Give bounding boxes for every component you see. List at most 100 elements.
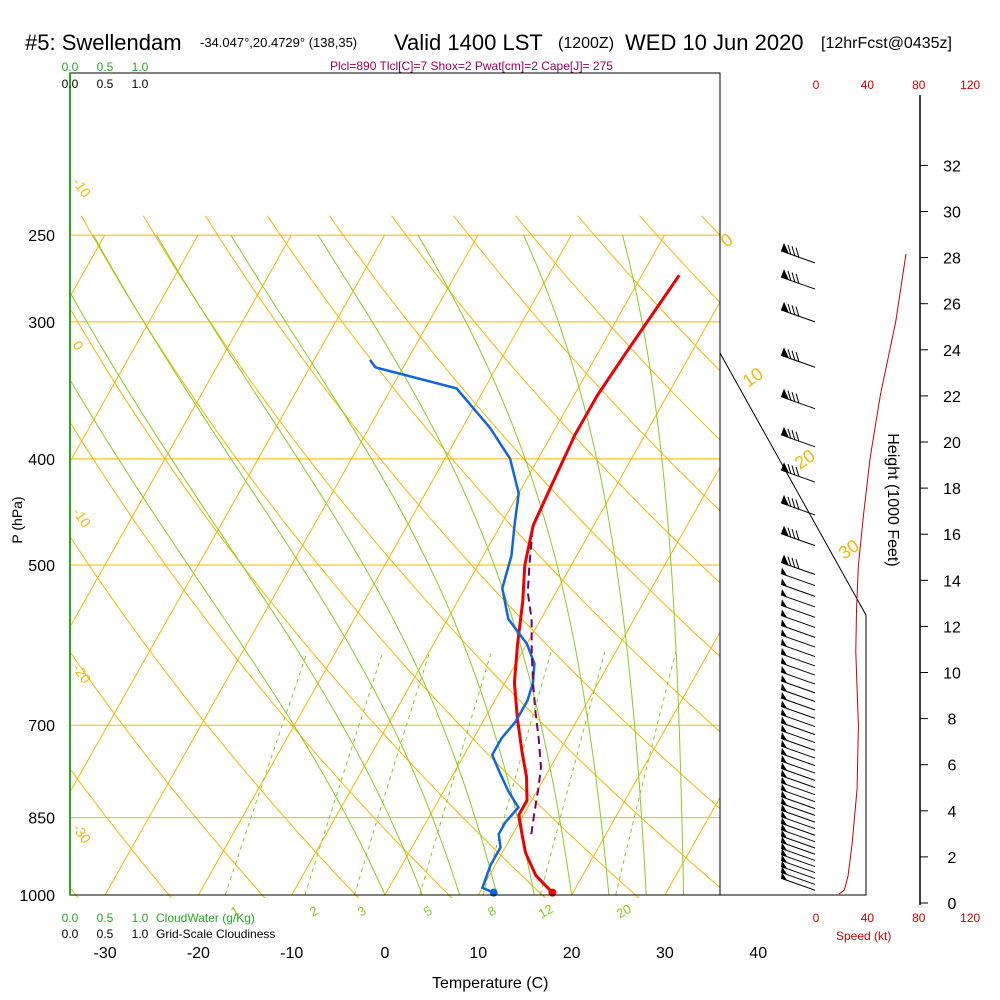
height-tick-label: 22: [943, 389, 961, 406]
wind-barb-staff: [780, 829, 816, 843]
wind-barb-flag: [781, 494, 789, 506]
dry-adiabat-label: 0: [70, 338, 88, 354]
height-tick-label: 32: [943, 158, 961, 175]
dry-adiabat-line: [453, 215, 720, 512]
wind-barb-staff: [780, 854, 816, 868]
wind-barb-staff: [780, 847, 816, 861]
moist-adiabat-line: [317, 234, 573, 896]
wind-barb-staff: [780, 604, 816, 618]
chart-profiles: [368, 274, 681, 897]
isotherm-line: [477, 466, 720, 896]
wind-barb-staff: [780, 789, 816, 803]
wind-barbs: [780, 242, 816, 891]
moist-adiabat-line: [417, 234, 610, 896]
height-tick-label: 8: [948, 712, 957, 729]
wind-barb: [780, 830, 816, 849]
mixing-ratio-label: 3: [355, 903, 369, 920]
dry-adiabat-line: [826, 216, 1000, 919]
speed-line: [838, 253, 907, 895]
speed-tick-bottom: 120: [960, 911, 980, 925]
wind-barb-flag: [781, 301, 789, 313]
wind-barb: [780, 242, 816, 264]
height-tick-label: 4: [948, 804, 957, 821]
wind-barb-staff: [780, 705, 816, 719]
wind-barb: [780, 860, 816, 880]
wind-barb-flag: [781, 866, 787, 875]
wind-barb-flag: [781, 647, 787, 656]
cloudiness-tick-top: 0.5: [97, 77, 114, 91]
wind-panel-outline: [719, 352, 867, 896]
moist-adiabat-line: [156, 234, 498, 896]
wind-barb: [780, 666, 816, 685]
wind-barb-flag: [781, 588, 787, 597]
dry-adiabat-line: [764, 216, 1000, 919]
wind-barb: [780, 609, 816, 628]
wind-barb-flag: [781, 740, 787, 749]
wind-barb-flag: [781, 842, 787, 851]
mixing-ratio-line: [615, 651, 677, 896]
isotherm-line: [945, 235, 1000, 895]
temperature-tick-label: -30: [94, 945, 117, 962]
speed-profile: [838, 253, 907, 895]
wind-barb-flag: [781, 860, 787, 869]
wind-barb-staff: [780, 809, 816, 823]
height-tick-label: 12: [943, 619, 961, 636]
wind-barb-staff: [780, 835, 816, 849]
dry-adiabat-line: [639, 215, 720, 304]
wind-barb-flag: [781, 769, 787, 778]
wind-barb: [780, 494, 816, 516]
wind-barb: [780, 683, 816, 702]
height-tick-label: 6: [948, 758, 957, 775]
wind-barb-staff: [780, 745, 816, 759]
profile-temperature: [512, 274, 681, 894]
dry-adiabat-line: [70, 421, 453, 898]
wind-barb-feather: [787, 270, 792, 282]
temperature-tick-label: 10: [469, 945, 487, 962]
mixing-ratio-line: [419, 651, 492, 896]
dry-adiabat-label: -20: [70, 661, 95, 687]
wind-barb-staff: [780, 662, 816, 676]
dry-adiabat-line: [70, 307, 547, 898]
wind-barb-staff: [780, 714, 816, 728]
wind-barb-flag: [781, 462, 789, 474]
wind-barb-flag: [781, 854, 787, 863]
wind-barb-staff: [780, 730, 816, 744]
moist-adiabat-label: 20: [791, 445, 819, 473]
wind-barb-feather: [791, 305, 796, 316]
wind-barb-flag: [781, 674, 787, 683]
y-axis-label: P (hPa): [9, 496, 25, 543]
wind-barb-staff: [780, 775, 816, 789]
height-tick-label: 10: [943, 666, 961, 683]
height-tick-label: 30: [943, 205, 961, 222]
wind-barb-staff: [780, 624, 816, 638]
wind-barb: [780, 638, 816, 658]
speed-tick-top: 0: [813, 78, 820, 92]
dry-adiabat-line: [142, 215, 720, 889]
wind-barb-flag: [781, 783, 787, 792]
mixing-ratio-line: [304, 651, 384, 896]
wind-barb-feather: [795, 247, 800, 258]
dry-adiabat-label: -30: [70, 821, 95, 847]
cloudiness-tick-bottom: 0.5: [97, 927, 114, 941]
wind-barb: [780, 657, 816, 676]
wind-barb-staff: [780, 767, 816, 781]
wind-barb-feather: [787, 390, 792, 401]
wind-barb-flag: [781, 554, 789, 566]
wind-barb-flag: [781, 755, 787, 764]
dry-adiabat-line: [70, 650, 266, 898]
wind-barb-staff: [780, 816, 816, 830]
cloudiness-label: Grid-Scale Cloudiness: [156, 927, 275, 941]
speed-tick-top: 120: [960, 78, 980, 92]
wind-barb-feather: [787, 556, 792, 567]
wind-barb-flag: [781, 666, 787, 675]
height-tick-label: 14: [943, 573, 961, 590]
wind-barb: [780, 823, 816, 843]
wind-barb: [780, 740, 816, 759]
temperature-tick-label: -10: [280, 945, 303, 962]
wind-barb-staff: [780, 796, 816, 810]
temperature-tick-label: 30: [656, 945, 674, 962]
dry-adiabat-line: [391, 215, 720, 584]
wind-barb-feather: [791, 528, 796, 540]
